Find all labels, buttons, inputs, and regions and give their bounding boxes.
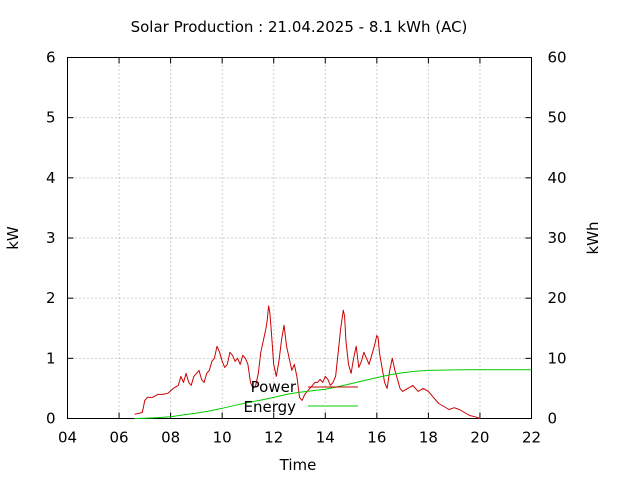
y-tick-label: 3 xyxy=(46,229,56,247)
series-line-power xyxy=(134,305,481,419)
legend-label-energy: Energy xyxy=(243,398,296,416)
chart-title: Solar Production : 21.04.2025 - 8.1 kWh … xyxy=(131,18,468,36)
x-tick-label: 14 xyxy=(316,429,335,447)
y2-tick-label: 30 xyxy=(548,229,567,247)
axis-ticks xyxy=(67,57,532,419)
grid xyxy=(67,57,532,419)
y-tick-label: 1 xyxy=(46,349,56,367)
y-tick-label: 2 xyxy=(46,289,56,307)
legend: Power Energy xyxy=(243,378,358,416)
x-tick-label: 20 xyxy=(470,429,489,447)
y-tick-label: 6 xyxy=(46,49,56,67)
x-tick-label: 10 xyxy=(213,429,232,447)
y-tick-label: 0 xyxy=(46,410,56,428)
y-tick-label: 5 xyxy=(46,109,56,127)
x-tick-label: 18 xyxy=(419,429,438,447)
y-tick-labels: 0 1 2 3 4 5 6 xyxy=(46,49,56,428)
y2-tick-labels: 0 10 20 30 40 50 60 xyxy=(548,49,567,428)
y2-tick-label: 50 xyxy=(548,109,567,127)
x-tick-label: 08 xyxy=(161,429,180,447)
y2-tick-label: 20 xyxy=(548,289,567,307)
legend-label-power: Power xyxy=(251,378,297,396)
x-tick-label: 16 xyxy=(367,429,386,447)
x-tick-label: 04 xyxy=(58,429,77,447)
y2-tick-label: 0 xyxy=(548,410,558,428)
y2-tick-label: 10 xyxy=(548,349,567,367)
x-axis-label: Time xyxy=(279,456,317,474)
y2-axis-label: kWh xyxy=(584,221,602,254)
y2-tick-label: 60 xyxy=(548,49,567,67)
x-tick-label: 06 xyxy=(110,429,129,447)
y-axis-label: kW xyxy=(4,226,22,250)
x-tick-label: 12 xyxy=(264,429,283,447)
y2-tick-label: 40 xyxy=(548,169,567,187)
x-tick-labels: 04 06 08 10 12 14 16 18 20 22 xyxy=(58,429,541,447)
x-tick-label: 22 xyxy=(522,429,541,447)
series-line-energy xyxy=(134,369,532,419)
series-layer xyxy=(134,305,532,419)
y-tick-label: 4 xyxy=(46,169,56,187)
